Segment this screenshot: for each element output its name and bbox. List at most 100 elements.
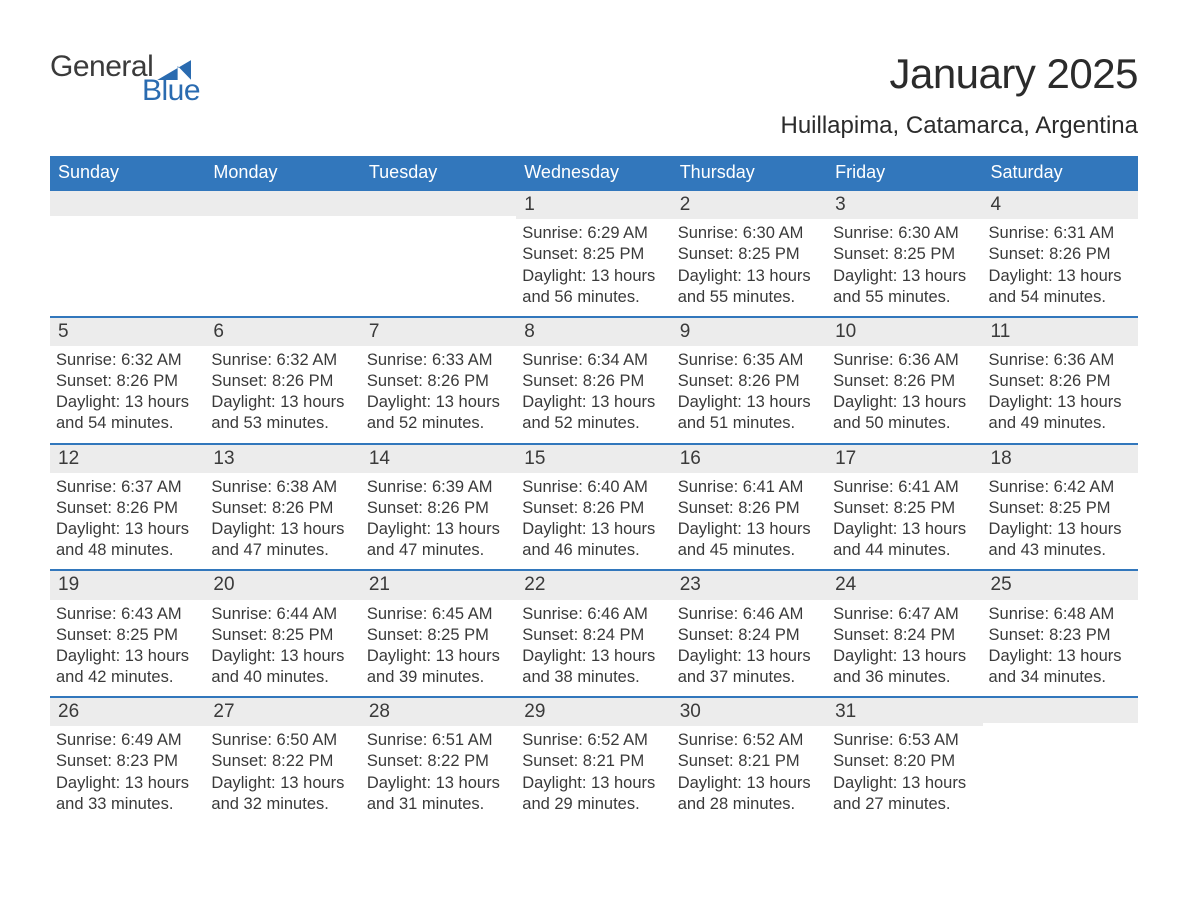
calendar-day-cell — [361, 191, 516, 316]
calendar-day-line: Sunrise: 6:47 AM — [833, 604, 976, 625]
calendar-day-line: Sunset: 8:26 PM — [833, 371, 976, 392]
calendar-day-cell: 11Sunrise: 6:36 AMSunset: 8:26 PMDayligh… — [983, 318, 1138, 443]
calendar-day-cell: 4Sunrise: 6:31 AMSunset: 8:26 PMDaylight… — [983, 191, 1138, 316]
calendar-day-cell: 14Sunrise: 6:39 AMSunset: 8:26 PMDayligh… — [361, 445, 516, 570]
calendar-day-number: 5 — [50, 318, 205, 346]
calendar-day-number: 1 — [516, 191, 671, 219]
calendar-day-line: Sunrise: 6:44 AM — [211, 604, 354, 625]
calendar-day-line: Sunset: 8:26 PM — [678, 371, 821, 392]
calendar-day-line: Daylight: 13 hours and 56 minutes. — [522, 266, 665, 308]
calendar-day-number: 4 — [983, 191, 1138, 219]
calendar-day-line: Daylight: 13 hours and 54 minutes. — [56, 392, 199, 434]
calendar-day-line: Daylight: 13 hours and 36 minutes. — [833, 646, 976, 688]
calendar-day-cell: 21Sunrise: 6:45 AMSunset: 8:25 PMDayligh… — [361, 571, 516, 696]
calendar-day-number: 3 — [827, 191, 982, 219]
calendar-header-row: SundayMondayTuesdayWednesdayThursdayFrid… — [50, 156, 1138, 189]
calendar-day-line: Sunset: 8:26 PM — [211, 371, 354, 392]
calendar-day-line: Daylight: 13 hours and 43 minutes. — [989, 519, 1132, 561]
calendar-header-cell: Tuesday — [361, 156, 516, 189]
calendar-day-line: Daylight: 13 hours and 53 minutes. — [211, 392, 354, 434]
calendar-day-number — [983, 698, 1138, 723]
calendar-day-line: Daylight: 13 hours and 49 minutes. — [989, 392, 1132, 434]
calendar-day-line: Sunset: 8:26 PM — [522, 498, 665, 519]
calendar-day-line: Sunrise: 6:34 AM — [522, 350, 665, 371]
calendar-day-cell — [983, 698, 1138, 823]
calendar-day-line: Daylight: 13 hours and 46 minutes. — [522, 519, 665, 561]
calendar-day-line: Sunset: 8:24 PM — [678, 625, 821, 646]
calendar-day-line: Daylight: 13 hours and 32 minutes. — [211, 773, 354, 815]
calendar-day-line: Sunset: 8:26 PM — [522, 371, 665, 392]
calendar-day-line: Daylight: 13 hours and 48 minutes. — [56, 519, 199, 561]
calendar-day-cell: 25 Sunrise: 6:48 AMSunset: 8:23 PMDayligh… — [983, 571, 1138, 696]
calendar-day-line: Sunrise: 6:49 AM — [56, 730, 199, 751]
calendar-day-number: 12 — [50, 445, 205, 473]
calendar-week: 5Sunrise: 6:32 AMSunset: 8:26 PMDaylight… — [50, 316, 1138, 443]
calendar-day-number — [361, 191, 516, 216]
calendar-day-line: Sunset: 8:25 PM — [833, 498, 976, 519]
calendar-day-number: 30 — [672, 698, 827, 726]
calendar-day-line: Sunrise: 6:37 AM — [56, 477, 199, 498]
calendar-header-cell: Wednesday — [516, 156, 671, 189]
calendar-day-line: Daylight: 13 hours and 33 minutes. — [56, 773, 199, 815]
calendar-header-cell: Monday — [205, 156, 360, 189]
calendar-day-cell: 1Sunrise: 6:29 AMSunset: 8:25 PMDaylight… — [516, 191, 671, 316]
calendar-day-cell: 23Sunrise: 6:46 AMSunset: 8:24 PMDayligh… — [672, 571, 827, 696]
calendar-day-line: Daylight: 13 hours and 54 minutes. — [989, 266, 1132, 308]
calendar-header-cell: Saturday — [983, 156, 1138, 189]
calendar-day-cell: 9Sunrise: 6:35 AMSunset: 8:26 PMDaylight… — [672, 318, 827, 443]
calendar-day-line: Sunset: 8:21 PM — [678, 751, 821, 772]
calendar-day-cell: 16Sunrise: 6:41 AMSunset: 8:26 PMDayligh… — [672, 445, 827, 570]
calendar-day-line: Sunrise: 6:38 AM — [211, 477, 354, 498]
calendar-day-line: Daylight: 13 hours and 28 minutes. — [678, 773, 821, 815]
calendar-day-line: Sunset: 8:25 PM — [678, 244, 821, 265]
calendar-day-line: Sunrise: 6:48 AM — [989, 604, 1132, 625]
calendar-day-number: 26 — [50, 698, 205, 726]
calendar-day-line: Daylight: 13 hours and 50 minutes. — [833, 392, 976, 434]
calendar-day-line: Sunset: 8:20 PM — [833, 751, 976, 772]
calendar-day-line: Daylight: 13 hours and 52 minutes. — [522, 392, 665, 434]
calendar-day-line: Daylight: 13 hours and 27 minutes. — [833, 773, 976, 815]
calendar-day-line: Sunrise: 6:46 AM — [678, 604, 821, 625]
calendar-day-line: Daylight: 13 hours and 38 minutes. — [522, 646, 665, 688]
calendar-day-number: 24 — [827, 571, 982, 599]
calendar-day-number: 21 — [361, 571, 516, 599]
calendar-day-line: Sunrise: 6:36 AM — [833, 350, 976, 371]
calendar: SundayMondayTuesdayWednesdayThursdayFrid… — [50, 156, 1138, 823]
calendar-day-cell: 12 Sunrise: 6:37 AMSunset: 8:26 PMDayligh… — [50, 445, 205, 570]
calendar-day-line: Sunrise: 6:30 AM — [678, 223, 821, 244]
calendar-day-number: 18 — [983, 445, 1138, 473]
calendar-day-line: Sunrise: 6:39 AM — [367, 477, 510, 498]
calendar-day-line: Sunrise: 6:43 AM — [56, 604, 199, 625]
calendar-day-line: Sunset: 8:23 PM — [989, 625, 1132, 646]
calendar-week: 1 Sunrise: 6:29 AM Sunset: 8:25 PM Daylight… — [50, 189, 1138, 316]
calendar-day-line: Daylight: 13 hours and 44 minutes. — [833, 519, 976, 561]
logo-general-text: General — [50, 50, 153, 84]
calendar-day-line: Daylight: 13 hours and 47 minutes. — [367, 519, 510, 561]
calendar-day-number — [50, 191, 205, 216]
calendar-day-line: Daylight: 13 hours and 34 minutes. — [989, 646, 1132, 688]
calendar-day-line: Sunset: 8:22 PM — [367, 751, 510, 772]
calendar-day-line: Sunset: 8:24 PM — [833, 625, 976, 646]
calendar-day-cell — [205, 191, 360, 316]
calendar-day-line: Sunrise: 6:45 AM — [367, 604, 510, 625]
page-title: January 2025 — [780, 50, 1138, 98]
title-block: January 2025 Huillapima, Catamarca, Arge… — [780, 50, 1138, 150]
logo: General Blue — [50, 50, 200, 108]
calendar-day-number — [205, 191, 360, 216]
calendar-day-line: Sunset: 8:26 PM — [989, 371, 1132, 392]
calendar-day-number: 2 — [672, 191, 827, 219]
calendar-day-line: Sunrise: 6:31 AM — [989, 223, 1132, 244]
calendar-day-line: Sunset: 8:25 PM — [56, 625, 199, 646]
calendar-header-cell: Thursday — [672, 156, 827, 189]
calendar-day-number: 6 — [205, 318, 360, 346]
calendar-day-line: Daylight: 13 hours and 47 minutes. — [211, 519, 354, 561]
calendar-day-line: Sunset: 8:26 PM — [56, 498, 199, 519]
calendar-day-number: 29 — [516, 698, 671, 726]
calendar-day-line: Sunrise: 6:33 AM — [367, 350, 510, 371]
calendar-day-number: 25 — [983, 571, 1138, 599]
calendar-day-line: Sunrise: 6:29 AM — [522, 223, 665, 244]
calendar-day-line: Sunset: 8:26 PM — [211, 498, 354, 519]
calendar-day-number: 13 — [205, 445, 360, 473]
calendar-week: 12Sunrise: 6:37 AMSunset: 8:26 PMDayligh… — [50, 443, 1138, 570]
calendar-day-number: 31 — [827, 698, 982, 726]
